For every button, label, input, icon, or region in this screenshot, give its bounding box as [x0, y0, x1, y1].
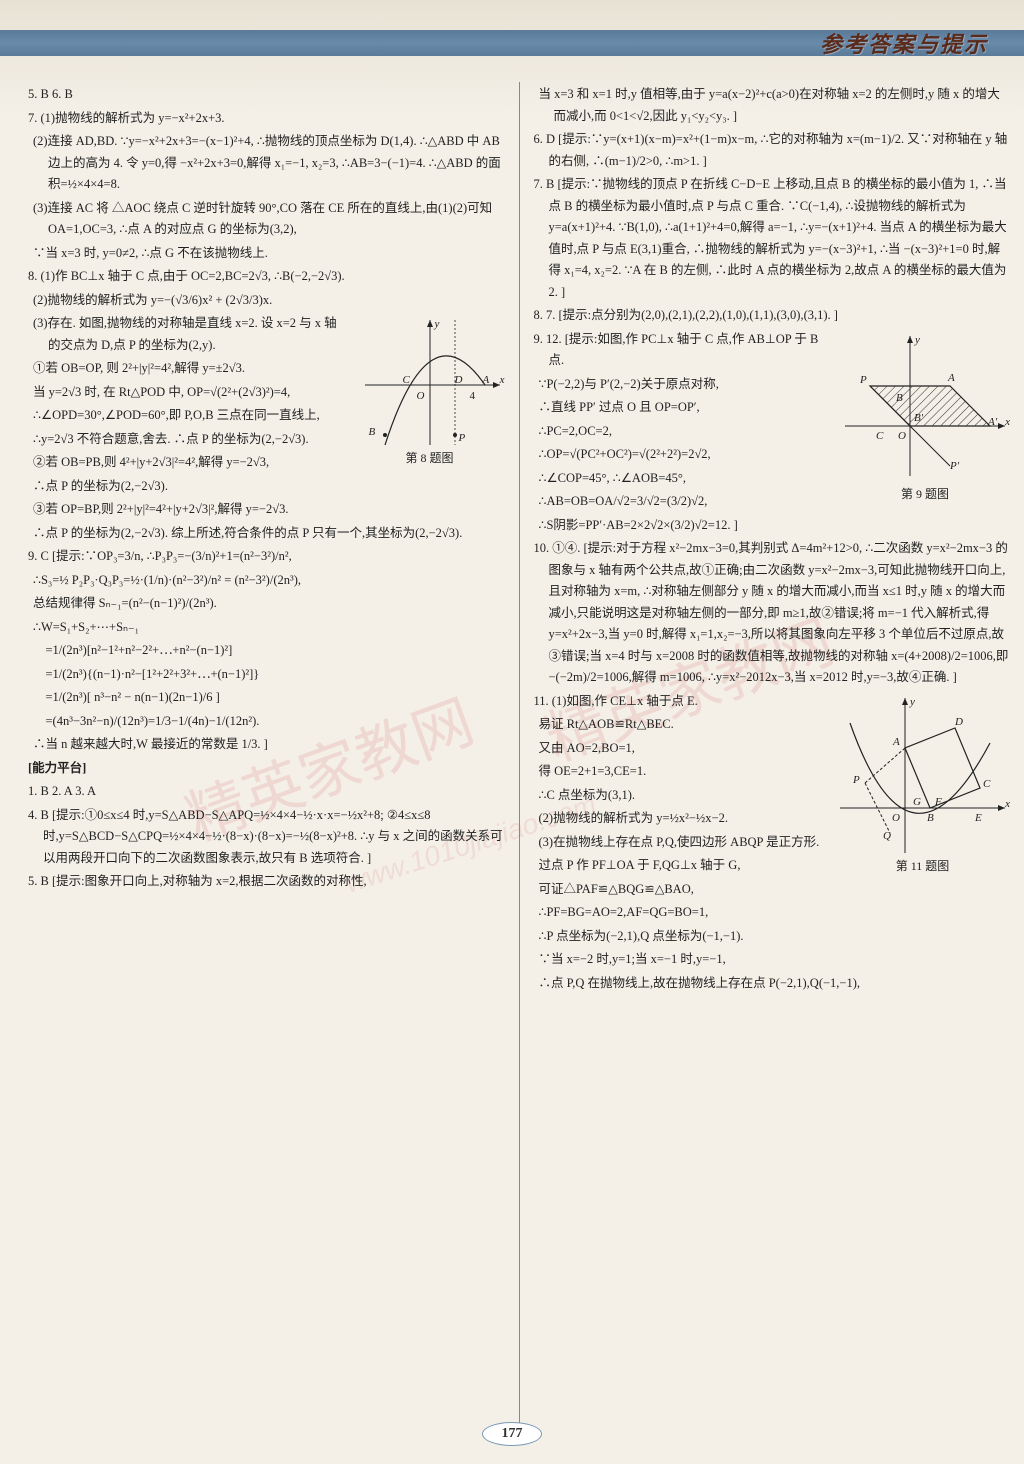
- figure-caption: 第 8 题图: [355, 448, 505, 469]
- point-label: C: [403, 371, 410, 390]
- answer-line: 8. (1)作 BC⊥x 轴于 C 点,由于 OC=2,BC=2√3, ∴B(−…: [28, 266, 505, 288]
- answer-line: ∴点 P 的坐标为(2,−2√3).: [28, 476, 505, 498]
- answer-line: 6. D [提示:∵y=(x+1)(x−m)=x²+(1−m)x−m, ∴它的对…: [534, 129, 1011, 172]
- figure-9-svg: [840, 331, 1010, 481]
- point-label: A: [893, 733, 900, 752]
- axis-y-label: y: [435, 315, 440, 334]
- answer-line: 9. C [提示:∵OP₃=3/n, ∴P₃P₃=−(3/n)²+1=(n²−3…: [28, 546, 505, 568]
- point-label: O: [898, 427, 906, 446]
- figure-caption: 第 9 题图: [840, 484, 1010, 505]
- answer-line: 可证△PAF≌△BQG≌△BAO,: [534, 879, 1011, 901]
- point-label: G: [913, 793, 921, 812]
- figure-caption: 第 11 题图: [835, 856, 1010, 877]
- answer-line: ∵当 x=3 时, y=0≠2, ∴点 G 不在该抛物线上.: [28, 243, 505, 265]
- point-label: O: [417, 387, 425, 406]
- point-label: A: [483, 371, 490, 390]
- answer-line: ∴点 P 的坐标为(2,−2√3). 综上所述,符合条件的点 P 只有一个,其坐…: [28, 523, 505, 545]
- tick-label: 4: [470, 387, 476, 406]
- point-label: D: [955, 713, 963, 732]
- section-label: [能力平台]: [28, 758, 505, 780]
- point-label: C: [983, 775, 990, 794]
- point-label: B: [896, 389, 903, 408]
- answer-line: 4. B [提示:①0≤x≤4 时,y=S△ABD−S△APQ=½×4×4−½·…: [28, 805, 505, 870]
- point-label: O: [892, 809, 900, 828]
- axis-x-label: x: [1005, 795, 1010, 814]
- point-label: P: [853, 771, 860, 790]
- answer-line: 7. (1)抛物线的解析式为 y=−x²+2x+3.: [28, 108, 505, 130]
- content-columns: 5. B 6. B 7. (1)抛物线的解析式为 y=−x²+2x+3. (2)…: [28, 82, 1010, 1424]
- answer-line: ∴点 P,Q 在抛物线上,故在抛物线上存在点 P(−2,1),Q(−1,−1),: [534, 973, 1011, 995]
- point-label: F: [935, 793, 942, 812]
- column-divider: [519, 82, 520, 1424]
- header-title: 参考答案与提示: [820, 26, 988, 63]
- point-label: A': [988, 413, 997, 432]
- page-number: 177: [482, 1422, 542, 1446]
- answer-line: 8. 7. [提示:点分别为(2,0),(2,1),(2,2),(1,0),(1…: [534, 305, 1011, 327]
- answer-line: ∴当 n 越来越大时,W 最接近的常数是 1/3. ]: [28, 734, 505, 756]
- answer-line: =(4n³−3n²−n)/(12n³)=1/3−1/(4n)−1/(12n²).: [28, 711, 505, 733]
- answer-line: 5. B [提示:图象开口向上,对称轴为 x=2,根据二次函数的对称性,: [28, 871, 505, 893]
- left-column: 5. B 6. B 7. (1)抛物线的解析式为 y=−x²+2x+3. (2)…: [28, 82, 505, 1424]
- answer-line: ∴S₃=½ P₂P₃·Q₃P₃=½·(1/n)·(n²−3²)/n² = (n²…: [28, 570, 505, 592]
- answer-line: =1/(2n³)[ n³−n² − n(n−1)(2n−1)/6 ]: [28, 687, 505, 709]
- answer-line: ∴PF=BG=AO=2,AF=QG=BO=1,: [534, 902, 1011, 924]
- answer-line: ∵当 x=−2 时,y=1;当 x=−1 时,y=−1,: [534, 949, 1011, 971]
- point-label: P: [860, 371, 867, 390]
- answer-line: 7. B [提示:∵抛物线的顶点 P 在折线 C−D−E 上移动,且点 B 的横…: [534, 174, 1011, 303]
- answer-line: (2)连接 AD,BD. ∵y=−x²+2x+3=−(x−1)²+4, ∴抛物线…: [28, 131, 505, 196]
- axis-y-label: y: [915, 331, 920, 350]
- answer-line: 5. B 6. B: [28, 84, 505, 106]
- answer-line: (3)连接 AC 将 △AOC 绕点 C 逆时针旋转 90°,CO 落在 CE …: [28, 198, 505, 241]
- point-label: B: [927, 809, 934, 828]
- answer-line: 10. ①④. [提示:对于方程 x²−2mx−3=0,其判别式 Δ=4m²+1…: [534, 538, 1011, 689]
- answer-line: ③若 OP=BP,则 2²+|y|²=4²+|y+2√3|²,解得 y=−2√3…: [28, 499, 505, 521]
- point-label: Q: [883, 827, 891, 846]
- point-label: B': [914, 409, 923, 428]
- point-label: E: [975, 809, 982, 828]
- right-column: 当 x=3 和 x=1 时,y 值相等,由于 y=a(x−2)²+c(a>0)在…: [534, 82, 1011, 1424]
- point-label: A: [948, 369, 955, 388]
- answer-line: 当 x=3 和 x=1 时,y 值相等,由于 y=a(x−2)²+c(a>0)在…: [534, 84, 1011, 127]
- axis-x-label: x: [1005, 413, 1010, 432]
- answer-line: 1. B 2. A 3. A: [28, 781, 505, 803]
- answer-line: ∴P 点坐标为(−2,1),Q 点坐标为(−1,−1).: [534, 926, 1011, 948]
- answer-line: ∴S阴影=PP′·AB=2×2√2×(3/2)√2=12. ]: [534, 515, 1011, 537]
- point-label: P: [459, 429, 466, 448]
- axis-x-label: x: [500, 371, 505, 390]
- point-label: C: [876, 427, 883, 446]
- figure-9: y x O A A' B B' C P P' 第 9 题图: [840, 331, 1010, 501]
- answer-line: (2)抛物线的解析式为 y=−(√3/6)x² + (2√3/3)x.: [28, 290, 505, 312]
- figure-8: y x O D A C 4 B P 第 8 题图: [355, 315, 505, 465]
- figure-11: y x O A B C D E F G P Q 第 11 题图: [835, 693, 1010, 873]
- point-label: P': [950, 457, 959, 476]
- point-label: D: [455, 371, 463, 390]
- answer-line: =1/(2n³)[n²−1²+n²−2²+⋯+n²−(n−1)²]: [28, 640, 505, 662]
- page-number-value: 177: [482, 1422, 542, 1446]
- point-label: B: [369, 423, 376, 442]
- axis-y-label: y: [910, 693, 915, 712]
- answer-line: ∴W=S₁+S₂+⋯+Sₙ₋₁: [28, 617, 505, 639]
- answer-line: 总结规律得 Sₙ₋₁=(n²−(n−1)²)/(2n³).: [28, 593, 505, 615]
- answer-line: =1/(2n³){(n−1)·n²−[1²+2²+3²+⋯+(n−1)²]}: [28, 664, 505, 686]
